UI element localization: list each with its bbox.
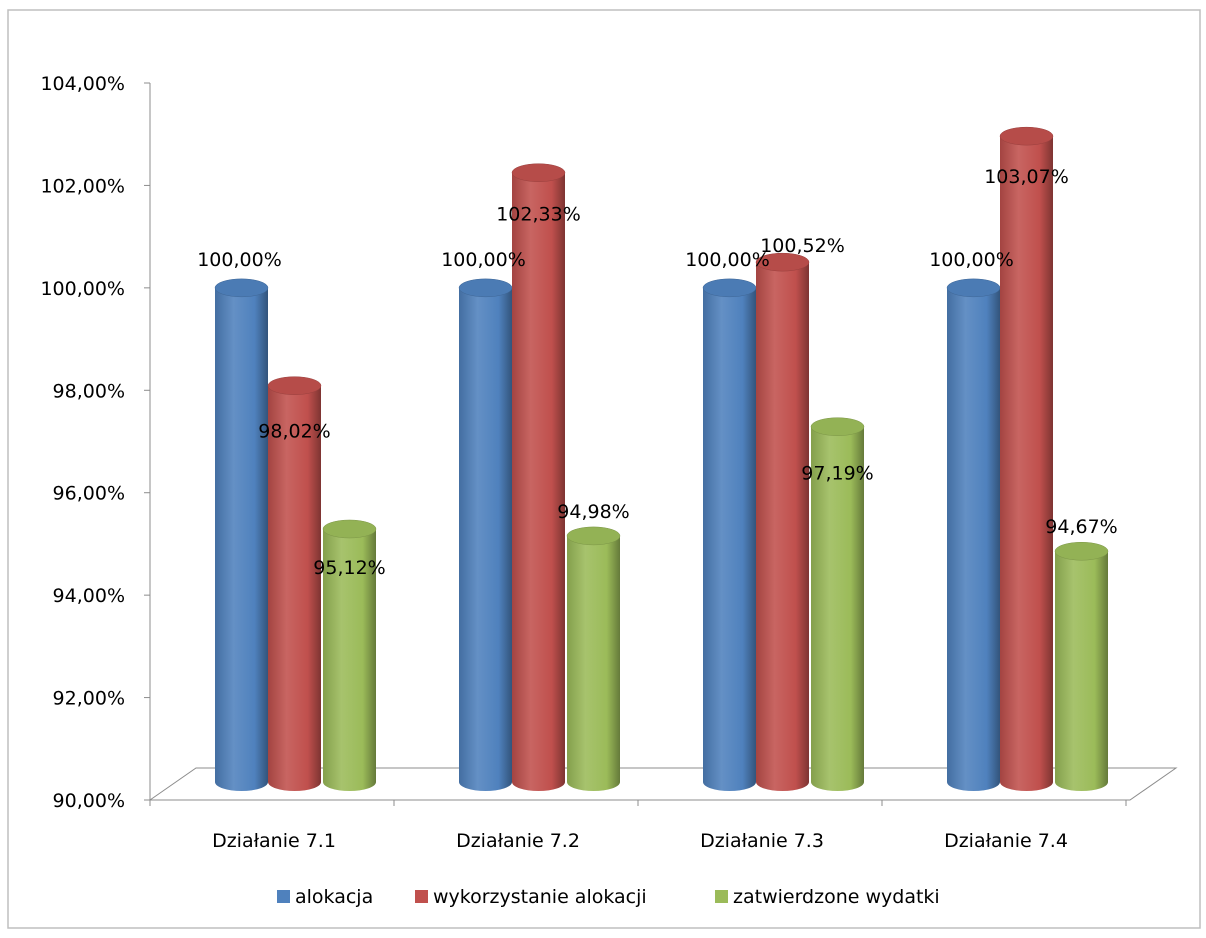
data-label: 100,00% [441, 249, 526, 271]
bar-zatwierdzone-wydatki-3 [810, 417, 865, 792]
y-tick-label: 104,00% [40, 73, 125, 95]
bar-zatwierdzone-wydatki-4 [1054, 541, 1109, 792]
y-tick-label: 90,00% [53, 790, 125, 812]
data-label: 100,00% [685, 249, 770, 271]
bar-zatwierdzone-wydatki-1 [322, 519, 377, 792]
bar-wykorzystanie-alokacji-2 [511, 163, 566, 792]
bar-alokacja-2 [458, 278, 513, 792]
legend-item: alokacja [277, 886, 373, 908]
legend-label: alokacja [295, 886, 373, 908]
bar-alokacja-1 [214, 278, 269, 792]
legend-swatch [415, 890, 428, 903]
legend-item: zatwierdzone wydatki [715, 886, 940, 908]
y-axis: 90,00% 92,00% 94,00% 96,00% 98,00% 100,00% 102… [40, 73, 1130, 812]
data-label: 94,67% [1045, 516, 1117, 538]
y-tick-label: 92,00% [53, 688, 125, 710]
legend: alokacja wykorzystanie alokacji zatwierdzo… [277, 886, 940, 908]
bar-zatwierdzone-wydatki-2 [566, 526, 621, 792]
bar-wykorzystanie-alokacji-4 [999, 126, 1054, 792]
bar-wykorzystanie-alokacji-3 [755, 252, 810, 792]
x-tick-label: Działanie 7.2 [456, 830, 580, 852]
legend-label: zatwierdzone wydatki [733, 886, 940, 908]
legend-item: wykorzystanie alokacji [415, 886, 647, 908]
x-axis-labels: Działanie 7.1 Działanie 7.2 Działanie 7.3 D… [212, 830, 1068, 852]
y-tick-label: 94,00% [53, 585, 125, 607]
legend-swatch [277, 890, 290, 903]
x-tick-label: Działanie 7.4 [944, 830, 1068, 852]
data-label: 100,00% [929, 249, 1014, 271]
y-tick-label: 98,00% [53, 380, 125, 402]
data-label: 95,12% [313, 557, 385, 579]
data-label: 100,00% [197, 249, 282, 271]
legend-swatch [715, 890, 728, 903]
x-tick-label: Działanie 7.3 [700, 830, 824, 852]
data-label: 98,02% [258, 421, 330, 443]
y-tick-label: 96,00% [53, 483, 125, 505]
bar-wykorzystanie-alokacji-1 [267, 376, 322, 792]
y-tick-label: 102,00% [40, 175, 125, 197]
x-tick-label: Działanie 7.1 [212, 830, 336, 852]
data-labels: 100,00% 98,02% 95,12% 100,00% 102,33% 94,98% 1… [197, 166, 1118, 579]
data-label: 94,98% [557, 501, 629, 523]
data-label: 103,07% [984, 166, 1069, 188]
y-tick-label: 100,00% [40, 278, 125, 300]
bar-alokacja-4 [946, 278, 1001, 792]
legend-label: wykorzystanie alokacji [433, 886, 647, 908]
data-label: 102,33% [496, 204, 581, 226]
data-label: 100,52% [760, 235, 845, 257]
bar-alokacja-3 [702, 278, 757, 792]
data-label: 97,19% [801, 463, 873, 485]
bars [214, 126, 1109, 792]
